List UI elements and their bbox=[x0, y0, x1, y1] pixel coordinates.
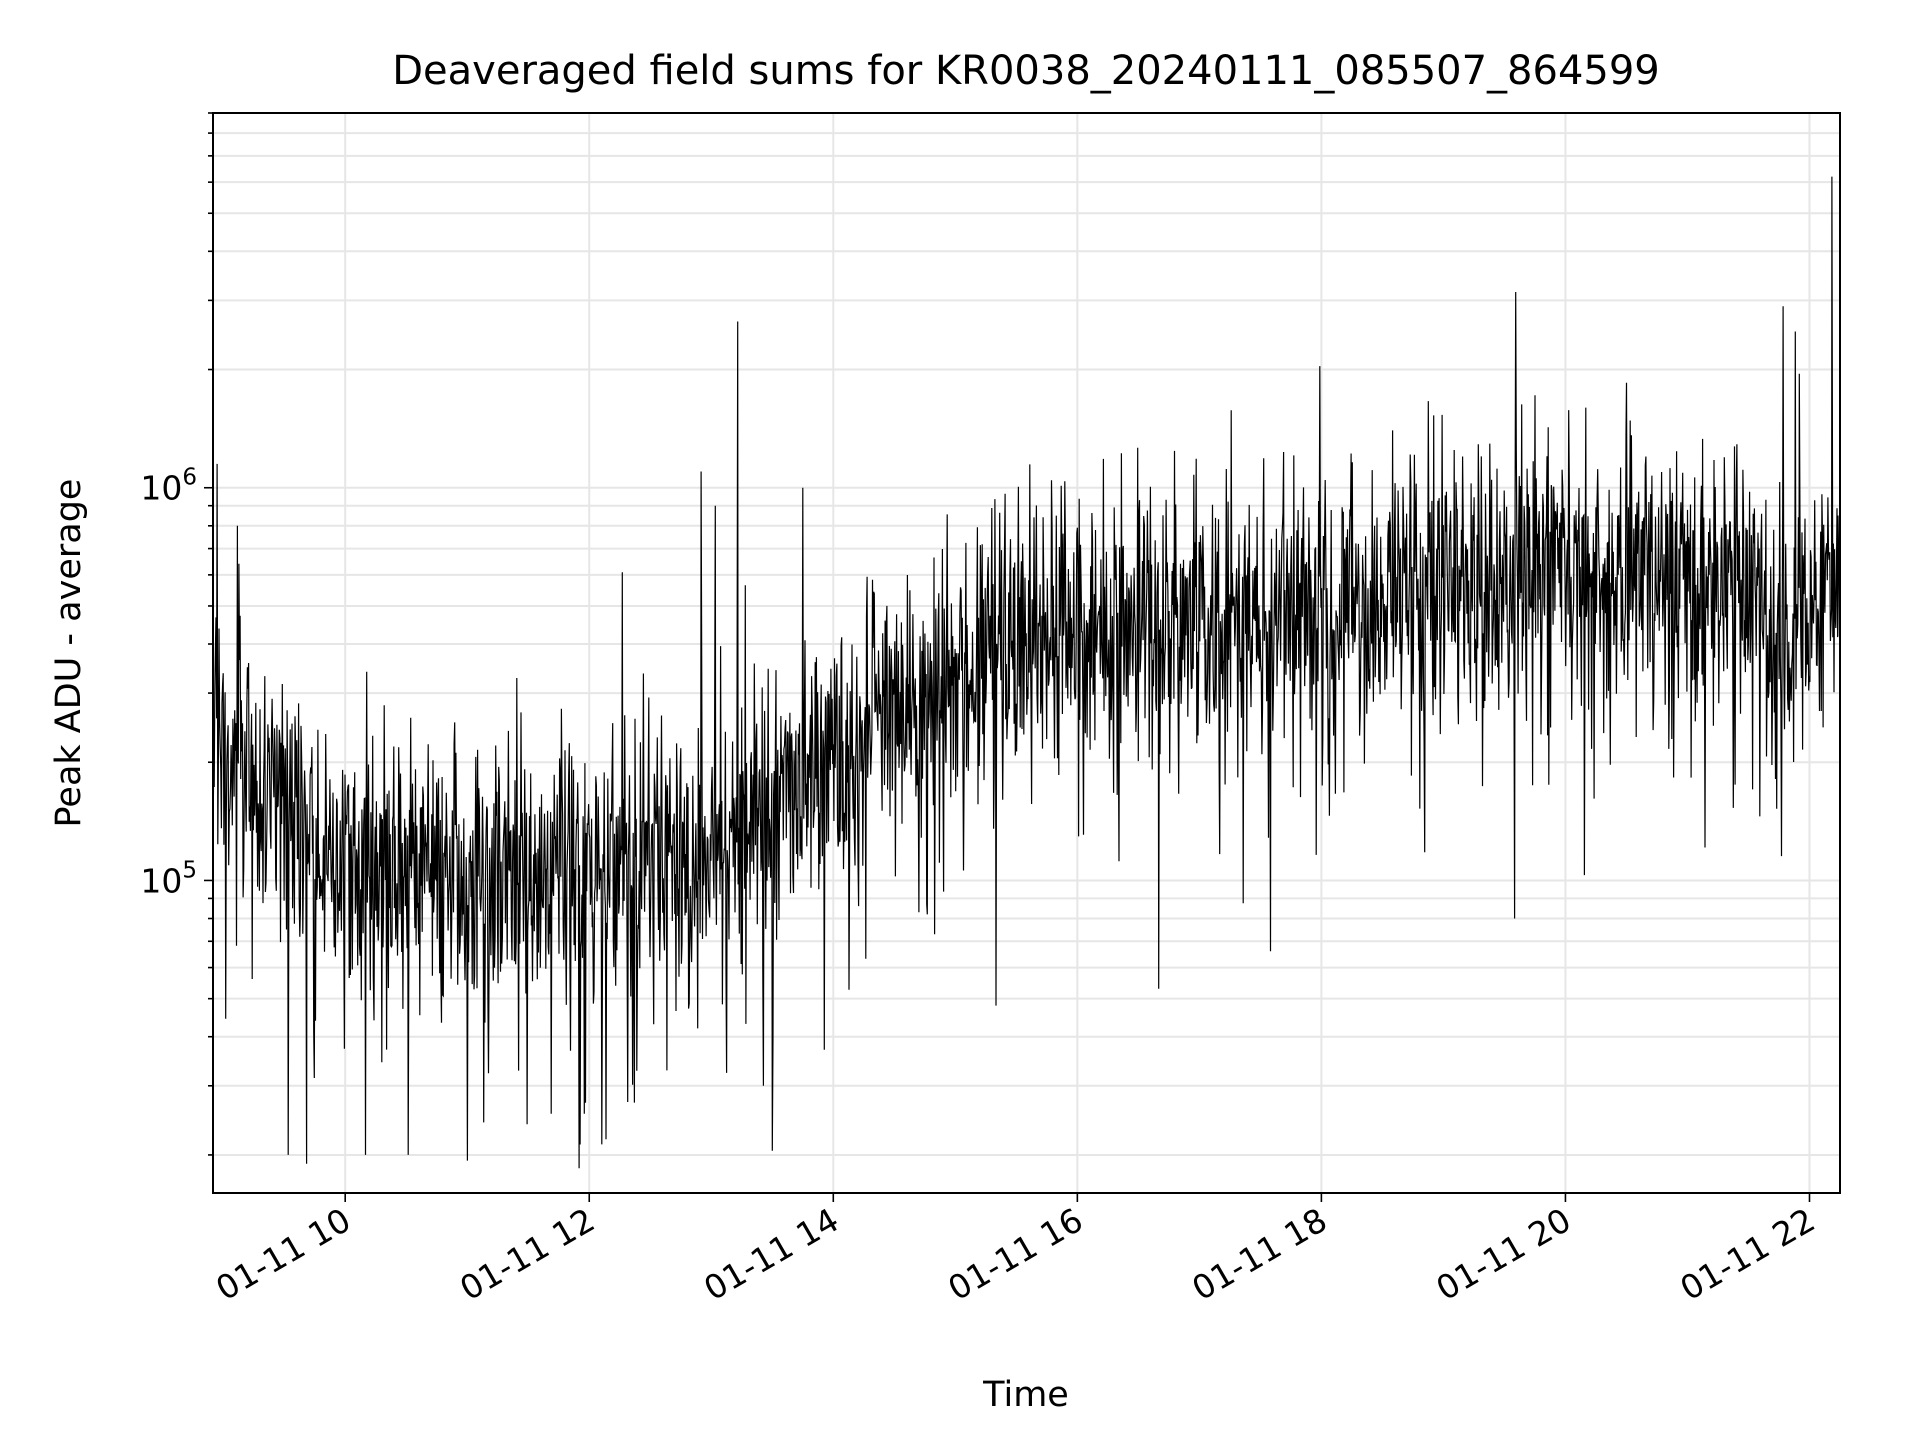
y-tick-label: 105 bbox=[140, 857, 197, 900]
y-axis-label: Peak ADU - average bbox=[49, 479, 89, 828]
y-tick-label: 106 bbox=[140, 465, 197, 508]
x-axis-label: Time bbox=[982, 1375, 1069, 1415]
y-tick-base: 10 bbox=[140, 469, 182, 508]
series-line-layer bbox=[212, 176, 1841, 1169]
y-tick-exponent: 6 bbox=[182, 465, 197, 491]
chart-title: Deaveraged field sums for KR0038_2024011… bbox=[392, 48, 1660, 94]
series-line bbox=[212, 176, 1841, 1169]
y-tick-base: 10 bbox=[140, 861, 182, 900]
plot-frame bbox=[212, 112, 1841, 1194]
y-tick-exponent: 5 bbox=[182, 857, 197, 883]
